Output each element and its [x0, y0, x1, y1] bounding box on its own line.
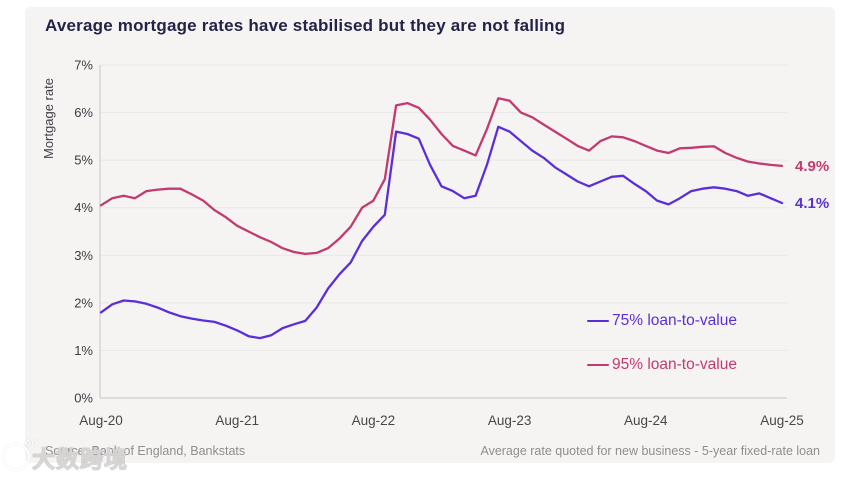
svg-text:Aug-25: Aug-25: [760, 413, 804, 428]
svg-text:Aug-22: Aug-22: [352, 413, 396, 428]
line-chart: 0% 1% 2% 3% 4% 5% 6% 7% Aug-20 Aug-21 Aug-22 Aug-23…: [74, 58, 804, 429]
svg-text:2%: 2%: [74, 295, 93, 310]
x-axis-tick-labels: Aug-20 Aug-21 Aug-22 Aug-23 Aug-24 Aug-25: [79, 413, 804, 428]
y-axis-tick-labels: 0% 1% 2% 3% 4% 5% 6% 7%: [74, 58, 93, 406]
svg-text:Aug-20: Aug-20: [79, 413, 123, 428]
svg-text:0%: 0%: [74, 391, 93, 406]
svg-text:Aug-24: Aug-24: [624, 413, 668, 428]
legend-label-95-ltv: 95% loan-to-value: [612, 356, 737, 373]
end-value-label-95-ltv: 4.9%: [795, 157, 830, 175]
legend-item-95-ltv: 95% loan-to-value: [587, 356, 737, 374]
series-line-95-ltv: [99, 97, 784, 256]
svg-text:1%: 1%: [74, 343, 93, 358]
legend-swatch-95-ltv: [587, 363, 609, 367]
chart-title: Average mortgage rates have stabilised b…: [45, 16, 566, 35]
svg-text:Aug-23: Aug-23: [488, 413, 532, 428]
axes: [99, 65, 787, 399]
legend-swatch-75-ltv: [587, 319, 609, 323]
chart-card: Average mortgage rates have stabilised b…: [25, 7, 835, 463]
series-line-75-ltv: [99, 125, 784, 340]
footer-note: Average rate quoted for new business - 5…: [480, 444, 820, 458]
svg-text:7%: 7%: [74, 58, 93, 73]
legend-item-75-ltv: 75% loan-to-value: [587, 312, 737, 330]
legend-label-75-ltv: 75% loan-to-value: [612, 312, 737, 329]
svg-text:6%: 6%: [74, 105, 93, 120]
svg-text:Aug-21: Aug-21: [215, 413, 259, 428]
svg-text:4%: 4%: [74, 200, 93, 215]
svg-text:5%: 5%: [74, 153, 93, 168]
grid-lines: [100, 64, 787, 351]
source-attribution: Source: Bank of England, Bankstats: [45, 444, 246, 458]
end-value-label-75-ltv: 4.1%: [795, 194, 830, 212]
svg-text:3%: 3%: [74, 248, 93, 263]
